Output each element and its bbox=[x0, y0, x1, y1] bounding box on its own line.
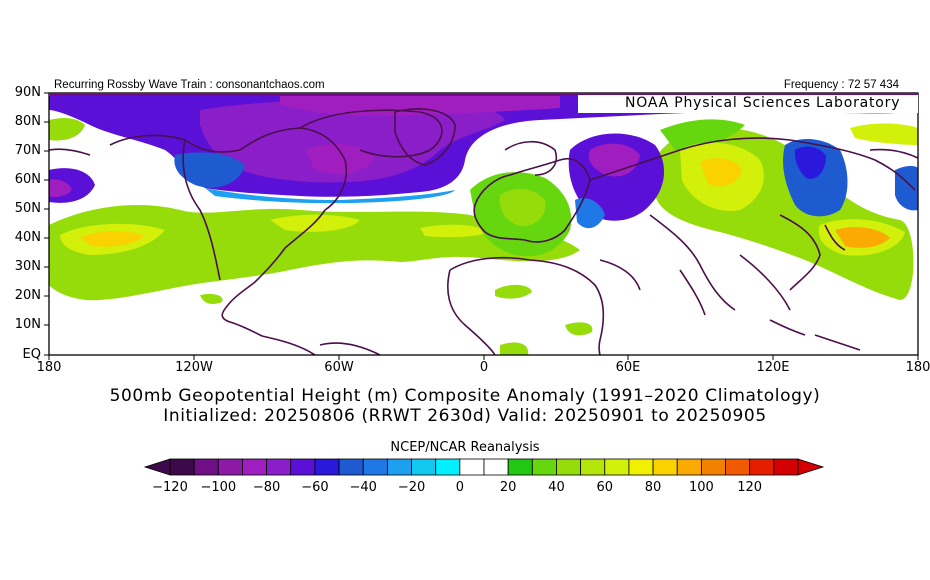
header-frequency-text: Frequency : 72 57 434 bbox=[783, 79, 899, 91]
colorbar-tick-label: −40 bbox=[349, 480, 377, 495]
colorbar-tick-label: −20 bbox=[397, 480, 426, 495]
colorbar-cell bbox=[556, 458, 582, 476]
colorbar-cell bbox=[749, 458, 775, 476]
colorbar-cell bbox=[266, 458, 292, 476]
anomaly-map bbox=[44, 92, 919, 360]
colorbar-cell bbox=[362, 458, 388, 476]
colorbar-cell bbox=[314, 458, 340, 476]
colorbar-cell bbox=[169, 458, 195, 476]
lon-label: 60E bbox=[615, 360, 641, 375]
colorbar-cell bbox=[290, 458, 316, 476]
colorbar-tick-label: 100 bbox=[688, 480, 714, 495]
lat-label: 80N bbox=[14, 114, 41, 129]
colorbar-cell bbox=[459, 458, 485, 476]
colorbar-cell bbox=[700, 458, 726, 476]
lat-label: 60N bbox=[14, 172, 41, 187]
anomaly-field bbox=[49, 93, 918, 355]
colorbar-cell bbox=[580, 458, 606, 476]
colorbar bbox=[143, 458, 825, 476]
lon-label: 0 bbox=[479, 360, 489, 375]
header-source-text: Recurring Rossby Wave Train : consonantc… bbox=[54, 79, 325, 91]
lon-label: 120W bbox=[175, 360, 213, 375]
colorbar-cell bbox=[193, 458, 219, 476]
colorbar-cell bbox=[531, 458, 557, 476]
colorbar-tick-label: −120 bbox=[152, 480, 188, 495]
noaa-label: NOAA Physical Sciences Laboratory bbox=[625, 95, 901, 111]
colorbar-cell bbox=[483, 458, 509, 476]
colorbar-tick-label: −60 bbox=[301, 480, 329, 495]
chart-title-line1: 500mb Geopotential Height (m) Composite … bbox=[109, 386, 821, 406]
colorbar-tick-label: 60 bbox=[596, 480, 614, 495]
colorbar-cell bbox=[411, 458, 437, 476]
lat-label: 20N bbox=[14, 288, 41, 303]
colorbar-tick-label: −80 bbox=[252, 480, 281, 495]
colorbar-tick-label: −100 bbox=[200, 480, 237, 495]
lat-label: 40N bbox=[14, 230, 41, 245]
lon-label: 180 bbox=[905, 360, 930, 375]
colorbar-cell bbox=[725, 458, 751, 476]
lon-label: 180 bbox=[36, 360, 62, 375]
lat-ticks bbox=[44, 92, 49, 356]
lat-label: EQ bbox=[22, 347, 41, 362]
colorbar-cell bbox=[386, 458, 412, 476]
colorbar-tick-label: 120 bbox=[737, 480, 763, 495]
colorbar-tick-label: 0 bbox=[455, 480, 464, 495]
lon-label: 60W bbox=[324, 360, 354, 375]
colorbar-cell bbox=[652, 458, 678, 476]
colorbar-cell bbox=[217, 458, 243, 476]
colorbar-cell bbox=[773, 458, 799, 476]
chart-title-line2: Initialized: 20250806 (RRWT 2630d) Valid… bbox=[163, 406, 767, 426]
colorbar-cell bbox=[676, 458, 702, 476]
lat-label: 10N bbox=[14, 317, 41, 332]
lat-label: 90N bbox=[14, 85, 41, 100]
colorbar-cell bbox=[628, 458, 654, 476]
colorbar-cell bbox=[242, 458, 268, 476]
colorbar-cell bbox=[435, 458, 461, 476]
colorbar-tick-label: 40 bbox=[548, 480, 565, 495]
lon-label: 120E bbox=[756, 360, 790, 375]
lat-label: 30N bbox=[14, 259, 41, 274]
lon-ticks bbox=[48, 355, 919, 360]
colorbar-cell bbox=[507, 458, 533, 476]
colorbar-cell bbox=[604, 458, 630, 476]
colorbar-cell bbox=[338, 458, 364, 476]
colorbar-title: NCEP/NCAR Reanalysis bbox=[390, 440, 540, 455]
lat-label: 70N bbox=[14, 143, 41, 158]
colorbar-high-arrow bbox=[797, 458, 825, 476]
colorbar-low-arrow bbox=[143, 458, 171, 476]
colorbar-tick-label: 20 bbox=[499, 480, 517, 495]
colorbar-tick-label: 80 bbox=[644, 480, 662, 495]
coastlines bbox=[49, 108, 918, 355]
lat-label: 50N bbox=[14, 201, 41, 216]
